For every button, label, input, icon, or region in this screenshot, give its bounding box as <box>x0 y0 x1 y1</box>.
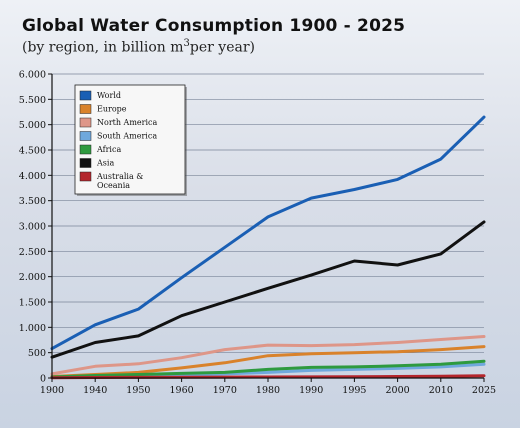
legend-box <box>74 84 186 195</box>
legend-label-australia-oceania-line2: Oceania <box>97 181 130 190</box>
series-line-africa <box>50 359 486 379</box>
x-tick-label: 1900 <box>40 385 64 396</box>
y-tick-label: 0 <box>40 374 46 385</box>
subtitle-unit: per year) <box>189 39 256 56</box>
legend-swatch-asia <box>79 158 92 168</box>
x-tick-label: 1950 <box>126 385 150 396</box>
legend-swatch-europe <box>79 104 92 114</box>
legend-label-europe: Europe <box>97 105 127 114</box>
y-tick-label: 6.000 <box>19 70 46 81</box>
legend-label-africa: Africa <box>96 145 121 154</box>
x-tick-label: 1980 <box>256 385 280 396</box>
x-tick-label: 1995 <box>342 385 366 396</box>
y-tick-label: 5.000 <box>19 120 46 131</box>
y-tick-label: 1.500 <box>19 298 46 309</box>
legend-label-asia: Asia <box>96 159 114 168</box>
y-tick-labels: 0 500 1.000 1.500 2.000 2.500 3.000 3.500 4.000 4… <box>19 70 46 385</box>
x-tick-label: 1990 <box>299 385 323 396</box>
legend: World Europe North America South America Afr… <box>74 84 187 196</box>
axes <box>48 73 485 382</box>
legend-label-world: World <box>97 91 121 100</box>
legend-label-north-america: North America <box>97 118 158 127</box>
y-tick-label: 4.500 <box>19 146 46 157</box>
y-tick-label: 2.000 <box>19 272 46 283</box>
y-tick-label: 2.500 <box>19 247 46 258</box>
legend-swatch-africa <box>79 144 92 155</box>
subtitle-text: (by region, in billion m <box>22 39 184 56</box>
x-tick-label: 1940 <box>83 385 107 396</box>
series-line-europe <box>50 345 486 378</box>
chart-title: Global Water Consumption 1900 - 2025 <box>22 16 406 36</box>
subtitle-superscript: 3 <box>183 38 190 49</box>
legend-swatch-south-america <box>79 131 92 141</box>
legend-swatch-north-america <box>79 117 92 128</box>
legend-label-australia-oceania: Australia & <box>96 172 143 181</box>
y-tick-label: 1.000 <box>19 323 46 334</box>
y-tick-label: 5.500 <box>19 95 46 106</box>
x-tick-label: 2025 <box>472 385 496 396</box>
legend-label-south-america: South America <box>97 132 157 141</box>
series-line-world <box>50 115 486 351</box>
x-tick-label: 2000 <box>386 385 410 396</box>
series-line-north-america <box>50 335 486 376</box>
y-tick-label: 3.500 <box>19 196 46 207</box>
y-tick-label: 4.000 <box>19 171 46 182</box>
x-tick-label: 2010 <box>429 385 453 396</box>
legend-swatch-australia-oceania <box>79 171 92 182</box>
legend-swatch-world <box>79 90 92 101</box>
x-tick-labels: 1900 1940 1950 1960 1970 1980 1990 1995 2000 2010… <box>40 385 496 396</box>
series-line-asia <box>50 220 486 359</box>
chart-subtitle: (by region, in billion m3per year) <box>22 38 255 56</box>
x-tick-label: 1960 <box>170 385 194 396</box>
x-tick-label: 1970 <box>213 385 237 396</box>
y-tick-label: 500 <box>28 348 46 359</box>
y-tick-label: 3.000 <box>19 222 46 233</box>
